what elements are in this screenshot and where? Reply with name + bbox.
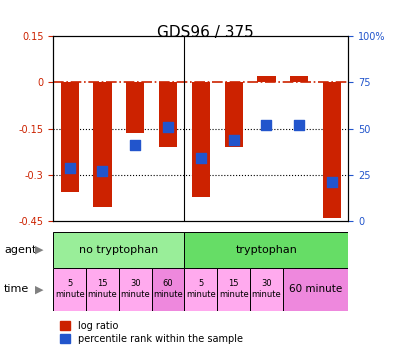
Text: no tryptophan: no tryptophan [79,245,158,255]
Bar [159,82,177,147]
Point [328,180,335,185]
FancyBboxPatch shape [249,268,282,311]
Text: 15
minute: 15 minute [88,280,117,299]
FancyBboxPatch shape [184,232,348,268]
Point [263,122,269,128]
Point [197,155,204,161]
Bar [257,76,275,82]
Text: 30
minute: 30 minute [120,280,150,299]
Text: 5
minute: 5 minute [55,280,84,299]
Bar [322,82,340,218]
Legend: log ratio, percentile rank within the sample: log ratio, percentile rank within the sa… [58,319,244,346]
Text: 15
minute: 15 minute [218,280,248,299]
FancyBboxPatch shape [151,268,184,311]
Point [230,137,236,142]
Text: tryptophan: tryptophan [235,245,297,255]
FancyBboxPatch shape [119,268,151,311]
Text: GDS96 / 375: GDS96 / 375 [156,25,253,40]
Bar [191,82,209,197]
Bar [290,76,308,82]
FancyBboxPatch shape [184,268,217,311]
Point [164,124,171,130]
Point [295,122,302,128]
Bar [126,82,144,133]
Point [66,165,73,170]
Text: ▶: ▶ [35,245,43,255]
Text: 60 minute: 60 minute [288,284,342,294]
Text: 5
minute: 5 minute [186,280,215,299]
Bar [224,82,242,147]
Point [99,169,106,174]
Text: agent: agent [4,245,36,255]
Point [132,142,138,148]
Bar [61,82,79,192]
Text: ▶: ▶ [35,284,43,294]
FancyBboxPatch shape [217,268,249,311]
FancyBboxPatch shape [86,268,119,311]
Text: time: time [4,284,29,294]
FancyBboxPatch shape [282,268,348,311]
Text: 30
minute: 30 minute [251,280,281,299]
FancyBboxPatch shape [53,268,86,311]
Bar [93,82,111,207]
FancyBboxPatch shape [53,232,184,268]
Text: 60
minute: 60 minute [153,280,182,299]
